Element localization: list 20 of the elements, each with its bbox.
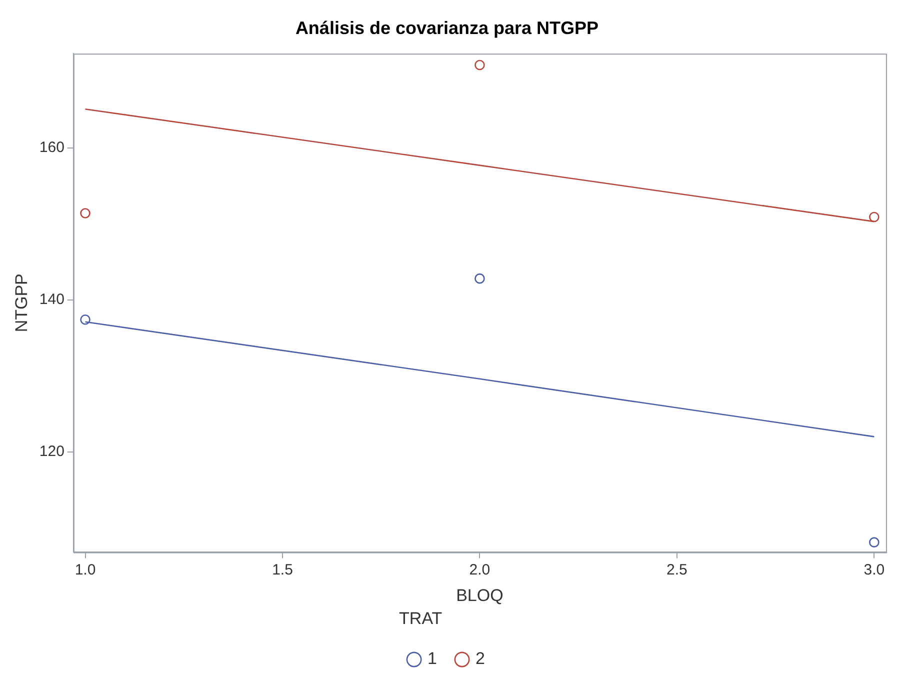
- y-axis-title: NTGPP: [12, 274, 31, 332]
- point: [869, 212, 880, 222]
- x-axis-title: BLOQ: [456, 586, 504, 606]
- x-tick-label: 2.0: [469, 561, 490, 578]
- point: [869, 537, 880, 548]
- y-tick-label: 160: [39, 138, 64, 156]
- x-tick-label: 2.5: [666, 561, 688, 578]
- point: [474, 273, 485, 284]
- x-tick-label: 1.5: [272, 561, 293, 578]
- y-tick-label: 120: [39, 443, 64, 460]
- point: [80, 208, 90, 218]
- y-tick-label: 140: [39, 291, 64, 308]
- legend-label: 1: [428, 649, 438, 668]
- point: [474, 60, 485, 70]
- chart-title: Análisis de covarianza para NTGPP: [295, 18, 599, 38]
- x-tick-label: 3.0: [864, 561, 885, 578]
- x-tick-label: 1.0: [74, 561, 96, 578]
- legend-title: TRAT: [399, 608, 442, 628]
- legend-label: 2: [476, 649, 485, 668]
- point: [80, 314, 90, 325]
